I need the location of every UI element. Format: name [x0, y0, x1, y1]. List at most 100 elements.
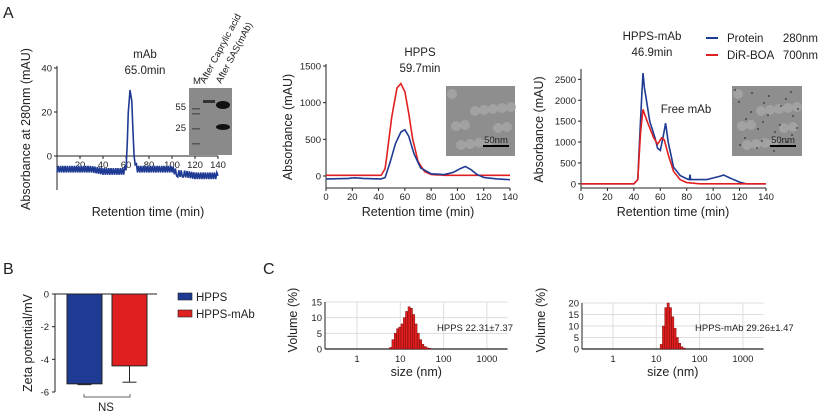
histogram-bar — [671, 316, 675, 350]
histogram-bar — [425, 347, 429, 350]
x-tick-label: 100 — [436, 354, 452, 365]
y-tick-label: 40 — [41, 64, 52, 75]
gold-dot — [774, 131, 776, 133]
histogram-bar — [391, 339, 395, 350]
histogram-bar — [405, 311, 408, 350]
y-tick-label: 0 — [317, 345, 322, 356]
y-tick-label: 0 — [316, 172, 321, 183]
chromatogram-2: 0 500 1000 1500 0 20 40 60 80 100 120 140 Absorbance… — [281, 47, 518, 219]
histogram-bar — [673, 328, 677, 350]
gold-dot — [756, 147, 758, 149]
y-tick-label: 0 — [47, 152, 52, 163]
particle — [465, 139, 475, 149]
particle — [769, 137, 779, 147]
histogram-bar — [414, 323, 418, 350]
particle — [451, 121, 461, 131]
tem-inset: 50nm — [732, 86, 802, 156]
panel-label-a: A — [3, 5, 14, 22]
x-tick-label: 20 — [602, 192, 613, 203]
gel-band-light — [216, 124, 230, 130]
gold-dot — [761, 140, 763, 142]
histogram-bar — [659, 344, 663, 350]
x-tick-label: 0 — [578, 192, 583, 203]
y-tick-label: 1000 — [300, 98, 321, 109]
x-tick-label: 120 — [732, 192, 748, 203]
particle — [456, 140, 466, 150]
size-annotation: HPPS-mAb 29.26±1.47 — [695, 323, 794, 334]
x-tick-label: 120 — [476, 192, 492, 203]
gold-dot — [734, 89, 736, 91]
particle — [737, 121, 747, 131]
gold-dot — [767, 114, 769, 116]
particle — [774, 104, 784, 114]
x-tick-label: 140 — [758, 192, 774, 203]
histogram-bar — [662, 325, 665, 350]
y-tick-label: -6 — [41, 388, 49, 399]
y-tick-label: 500 — [305, 135, 321, 146]
x-tick-label: 20 — [75, 160, 86, 171]
particle — [483, 137, 493, 147]
gel-band — [203, 100, 215, 103]
legend-label: DiR-BOA — [727, 50, 775, 62]
histogram-bar — [412, 314, 416, 350]
particle — [746, 120, 756, 130]
y-axis-label: Volume (%) — [534, 288, 548, 353]
histogram-bar — [421, 344, 425, 350]
particle — [502, 122, 512, 132]
particle — [493, 123, 503, 133]
legend-label: Protein — [727, 33, 763, 45]
x-axis-label: Retention time (min) — [362, 205, 475, 219]
marker-band — [192, 108, 200, 110]
particle — [497, 103, 507, 113]
legend-wavelength: 280nm — [783, 33, 818, 45]
y-tick-label: 20 — [568, 299, 579, 310]
particle — [760, 138, 770, 148]
x-tick-label: 80 — [144, 160, 155, 171]
y-tick-label: -4 — [41, 355, 49, 366]
particle — [506, 102, 516, 112]
x-tick-label: 80 — [426, 192, 437, 203]
marker-band — [192, 143, 200, 145]
y-tick-label: 0 — [574, 345, 579, 356]
y-axis-label: Absorbance (mAU) — [281, 74, 295, 180]
y-tick-label: -2 — [41, 322, 49, 333]
chromatogram-3: 0 500 1000 1500 2000 2500 0 20 40 60 80 100 120 140 Ab… — [532, 31, 818, 219]
particle — [792, 102, 802, 112]
x-axis-label: Retention time (min) — [617, 205, 730, 219]
particle — [751, 139, 761, 149]
histogram-bar — [675, 337, 679, 350]
histogram-bar — [416, 333, 420, 350]
x-tick-label: 140 — [502, 192, 518, 203]
legend-label: HPPS-mAb — [196, 309, 255, 321]
particle — [479, 105, 489, 115]
histogram-bar — [398, 326, 402, 350]
y-tick-label: 5 — [574, 333, 579, 344]
x-tick-label: 80 — [681, 192, 692, 203]
histogram-bar — [407, 306, 411, 350]
series-line-1 — [56, 89, 219, 180]
gold-dot — [785, 98, 787, 100]
marker-label: 55 — [175, 102, 186, 113]
peak-label: HPPS — [404, 47, 436, 59]
particle — [470, 106, 480, 116]
gold-dot — [779, 124, 781, 126]
histogram-bar — [678, 343, 681, 350]
x-tick-label: 60 — [400, 192, 411, 203]
gold-dot — [773, 150, 775, 152]
gel-image — [189, 88, 232, 155]
x-tick-label: 0 — [323, 192, 328, 203]
size-annotation: HPPS 22.31±7.37 — [437, 323, 513, 334]
y-tick-label: 2500 — [555, 75, 576, 86]
particle — [447, 89, 457, 99]
histogram-bar — [664, 307, 668, 350]
marker-band — [192, 128, 200, 130]
x-tick-label: 1 — [354, 354, 359, 365]
bar-hpps-mab — [111, 293, 148, 367]
histogram-bar — [410, 308, 413, 350]
gold-dot — [757, 128, 759, 130]
particle — [474, 138, 484, 148]
scale-bar-label: 50nm — [771, 135, 795, 146]
